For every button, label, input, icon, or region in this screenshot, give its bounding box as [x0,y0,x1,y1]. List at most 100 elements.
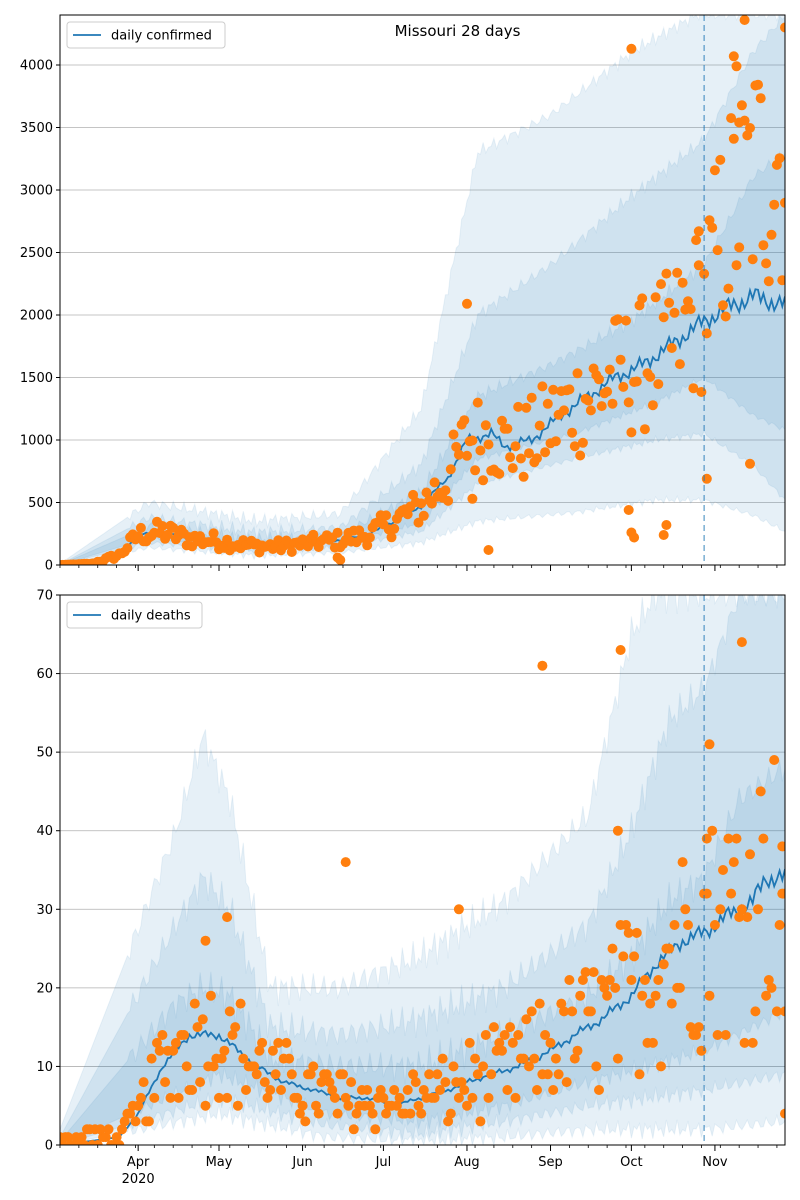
data-point-outlier [335,555,346,565]
data-point [718,300,728,311]
data-point [769,199,780,210]
data-point [224,1006,235,1017]
data-point [394,1092,405,1103]
data-point [467,1092,478,1103]
data-point [674,982,685,993]
data-point [265,1085,276,1095]
data-point [286,1069,297,1080]
data-point [761,258,772,269]
data-point [453,1092,464,1103]
data-point [685,304,696,315]
data-point [707,222,718,233]
x-tick-label: May [206,1155,233,1170]
data-point [750,1006,761,1017]
data-point [453,449,464,460]
data-point-outlier [701,833,712,844]
y-tick-label: 60 [36,667,53,682]
y-tick-label: 50 [36,746,53,761]
data-point [133,1100,144,1111]
data-point [761,990,772,1001]
data-point [621,920,631,930]
data-point [513,401,524,412]
data-point [693,1022,704,1033]
data-point [513,1030,524,1040]
data-point [251,1069,262,1080]
data-point [763,975,774,985]
data-point [683,296,693,307]
data-point [364,532,375,543]
data-point [548,384,559,395]
data-point [208,528,219,539]
data-point [677,277,688,288]
data-point [286,547,297,557]
data-point [189,998,200,1009]
data-point [585,405,596,416]
data-point-outlier [453,904,464,915]
data-point [432,1069,443,1080]
data-point [583,395,594,406]
data-point [413,1100,424,1111]
data-point [766,229,777,240]
data-point [119,1116,130,1127]
y-tick-label: 20 [36,981,53,996]
data-point [534,998,545,1009]
data-point [426,498,437,509]
chart-title: Missouri 28 days [395,22,521,40]
data-point [464,1037,475,1048]
data-point [418,1085,429,1095]
data-point [669,920,680,930]
data-point-outlier [612,825,623,836]
data-point-outlier [661,520,672,530]
data-point [235,998,246,1009]
data-point [480,1030,491,1040]
data-point [402,509,413,520]
data-point [478,1061,489,1072]
y-tick-label: 0 [45,559,53,574]
data-point-outlier [222,912,233,923]
data-point-outlier [462,298,472,309]
y-tick-label: 1000 [20,434,53,449]
data-point [195,1077,206,1088]
data-point [267,1045,278,1056]
data-point [462,1100,472,1111]
data-point [621,315,631,326]
data-point [618,951,629,962]
data-point [157,1030,168,1040]
data-point [259,1077,270,1088]
data-point-outlier [780,22,785,33]
data-point [747,1037,758,1048]
data-point [564,384,575,395]
data-point [612,314,623,325]
data-point [303,541,313,552]
data-point [623,397,634,408]
data-point [470,465,481,476]
data-point [273,1037,284,1048]
data-point [300,1116,311,1127]
data-point [510,1092,521,1103]
data-point [467,435,478,446]
data-point-outlier [736,637,747,648]
data-point [602,990,613,1001]
data-point [168,1045,179,1056]
data-point [548,1085,559,1095]
data-point [154,1045,165,1056]
data-point-outlier [623,505,634,515]
data-point [327,1085,338,1095]
data-point [720,311,731,322]
data-point [550,1053,561,1064]
data-point [160,1077,171,1088]
data-point [607,398,618,409]
data-point [736,100,747,111]
data-point [483,1092,494,1103]
data-point [445,464,456,475]
data-point [284,1053,295,1064]
data-point-outlier [537,660,548,671]
data-point [518,471,529,482]
data-point [478,475,489,486]
data-point [281,1037,292,1048]
y-tick-label: 2000 [20,309,53,324]
data-point [572,1045,583,1056]
data-point [545,1037,556,1048]
data-point [507,1037,518,1048]
